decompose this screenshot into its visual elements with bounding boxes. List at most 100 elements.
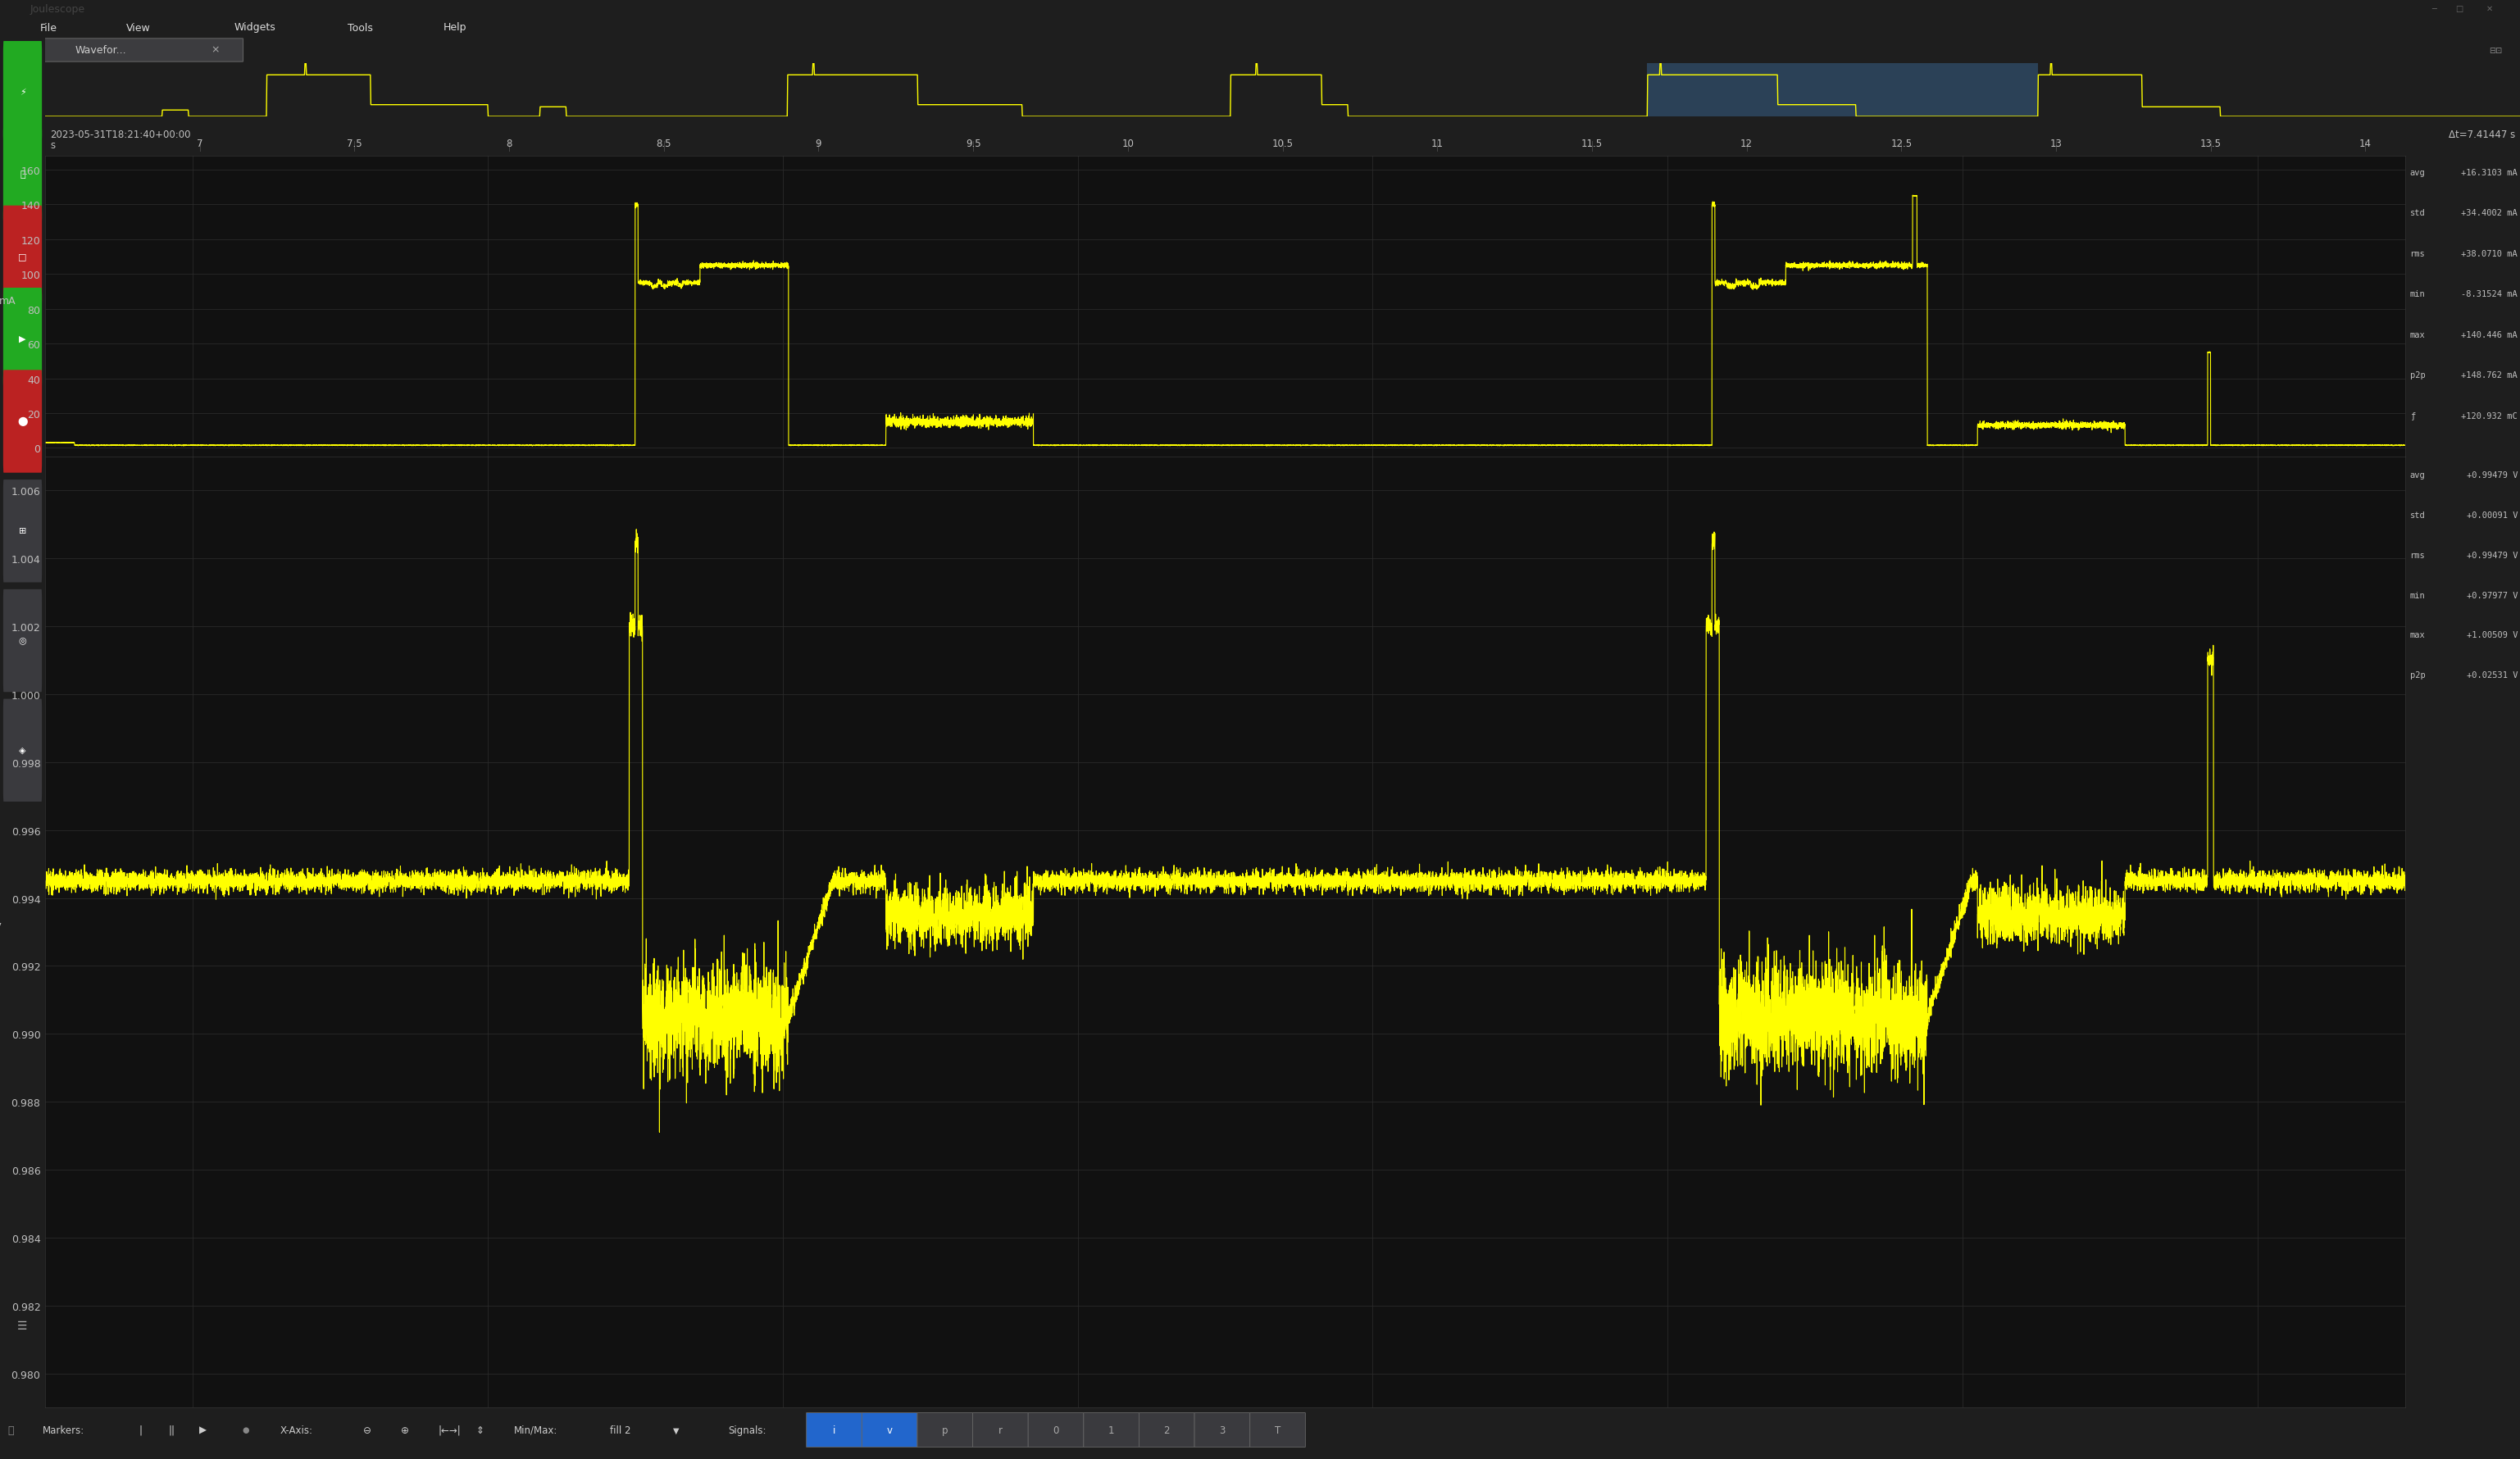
Text: 0: 0 (1053, 1424, 1058, 1436)
Text: Markers:: Markers: (43, 1424, 86, 1436)
Text: File: File (40, 22, 58, 34)
Text: +0.97977 V: +0.97977 V (2467, 591, 2517, 600)
Text: 8.5: 8.5 (655, 139, 670, 149)
FancyBboxPatch shape (3, 289, 43, 391)
Text: 9.5: 9.5 (965, 139, 980, 149)
Text: ⇕: ⇕ (476, 1424, 484, 1436)
Text: 14: 14 (2359, 139, 2371, 149)
FancyBboxPatch shape (3, 589, 43, 693)
Text: Signals:: Signals: (728, 1424, 766, 1436)
Text: 11: 11 (1431, 139, 1444, 149)
Text: 11.5: 11.5 (1580, 139, 1603, 149)
Text: ||: || (169, 1424, 176, 1436)
Text: 12.5: 12.5 (1890, 139, 1913, 149)
Text: ⚡: ⚡ (20, 89, 25, 96)
FancyBboxPatch shape (1250, 1412, 1305, 1447)
Text: std: std (2409, 511, 2424, 519)
FancyBboxPatch shape (1139, 1412, 1194, 1447)
FancyBboxPatch shape (3, 206, 43, 309)
Text: □: □ (18, 252, 28, 261)
Text: 12: 12 (1741, 139, 1754, 149)
Text: Wavefor...: Wavefor... (76, 45, 126, 55)
Y-axis label: mA: mA (0, 296, 15, 306)
Text: |←→|: |←→| (438, 1424, 461, 1436)
Text: T: T (1275, 1424, 1280, 1436)
Text: +0.99479 V: +0.99479 V (2467, 552, 2517, 559)
Text: ⊞: ⊞ (18, 527, 25, 535)
Text: 2023-05-31T18:21:40+00:00: 2023-05-31T18:21:40+00:00 (50, 128, 192, 140)
Text: ▶: ▶ (20, 336, 25, 343)
Text: ƒ: ƒ (2409, 411, 2414, 420)
Text: ⏸: ⏸ (20, 171, 25, 179)
Text: +140.446 mA: +140.446 mA (2462, 331, 2517, 338)
FancyBboxPatch shape (43, 39, 242, 63)
Bar (1648, 64, 2039, 117)
Text: rms: rms (2409, 249, 2424, 258)
FancyBboxPatch shape (1028, 1412, 1084, 1447)
Text: Help: Help (444, 22, 466, 34)
Text: +38.0710 mA: +38.0710 mA (2462, 249, 2517, 258)
Text: ─: ─ (2432, 4, 2437, 13)
Text: min: min (2409, 591, 2424, 600)
Text: 7: 7 (197, 139, 202, 149)
FancyBboxPatch shape (1084, 1412, 1139, 1447)
Text: 💬: 💬 (8, 1424, 13, 1436)
Text: 13: 13 (2049, 139, 2061, 149)
Text: -8.31524 mA: -8.31524 mA (2462, 290, 2517, 299)
Text: ☰: ☰ (18, 1319, 28, 1331)
FancyBboxPatch shape (917, 1412, 973, 1447)
Text: r: r (998, 1424, 1003, 1436)
Text: Δt=7.41447 s: Δt=7.41447 s (2449, 128, 2515, 140)
Text: p2p: p2p (2409, 372, 2424, 379)
Text: 3: 3 (1220, 1424, 1225, 1436)
Text: ⬤: ⬤ (18, 417, 28, 426)
Text: +120.932 mC: +120.932 mC (2462, 411, 2517, 420)
Text: +0.99479 V: +0.99479 V (2467, 471, 2517, 480)
Text: +1.00509 V: +1.00509 V (2467, 630, 2517, 639)
Text: p2p: p2p (2409, 671, 2424, 678)
FancyBboxPatch shape (862, 1412, 917, 1447)
Text: +34.4002 mA: +34.4002 mA (2462, 209, 2517, 217)
FancyBboxPatch shape (3, 124, 43, 226)
FancyBboxPatch shape (3, 699, 43, 802)
Text: ●: ● (242, 1425, 249, 1434)
Text: Widgets: Widgets (234, 22, 277, 34)
FancyBboxPatch shape (806, 1412, 862, 1447)
Text: i: i (832, 1424, 837, 1436)
Text: v: v (887, 1424, 892, 1436)
Text: ▼: ▼ (673, 1425, 678, 1434)
FancyBboxPatch shape (3, 42, 43, 144)
Text: avg: avg (2409, 471, 2424, 480)
Text: +16.3103 mA: +16.3103 mA (2462, 168, 2517, 177)
Text: 10.5: 10.5 (1273, 139, 1293, 149)
FancyBboxPatch shape (3, 371, 43, 473)
Text: □: □ (2454, 4, 2465, 13)
Text: ◎: ◎ (18, 636, 28, 645)
FancyBboxPatch shape (1194, 1412, 1250, 1447)
Text: std: std (2409, 209, 2424, 217)
Text: 13.5: 13.5 (2200, 139, 2220, 149)
Text: 1: 1 (1109, 1424, 1114, 1436)
Text: max: max (2409, 630, 2424, 639)
Text: rms: rms (2409, 552, 2424, 559)
Text: +0.00091 V: +0.00091 V (2467, 511, 2517, 519)
Text: 9: 9 (816, 139, 822, 149)
Text: +148.762 mA: +148.762 mA (2462, 372, 2517, 379)
Text: X-Axis:: X-Axis: (280, 1424, 312, 1436)
FancyBboxPatch shape (3, 480, 43, 582)
Text: Tools: Tools (348, 22, 373, 34)
Text: 8: 8 (507, 139, 512, 149)
FancyBboxPatch shape (973, 1412, 1028, 1447)
Text: ▶: ▶ (199, 1424, 207, 1436)
Text: min: min (2409, 290, 2424, 299)
Text: ⊟⊡: ⊟⊡ (2490, 47, 2502, 55)
Text: p: p (942, 1424, 948, 1436)
Text: View: View (126, 22, 151, 34)
Text: max: max (2409, 331, 2424, 338)
Text: 10: 10 (1121, 139, 1134, 149)
Text: 2: 2 (1164, 1424, 1169, 1436)
Text: ✕: ✕ (2487, 4, 2492, 13)
Text: Joulescope: Joulescope (30, 4, 86, 15)
Text: 7.5: 7.5 (348, 139, 363, 149)
Text: ×: × (212, 44, 219, 55)
